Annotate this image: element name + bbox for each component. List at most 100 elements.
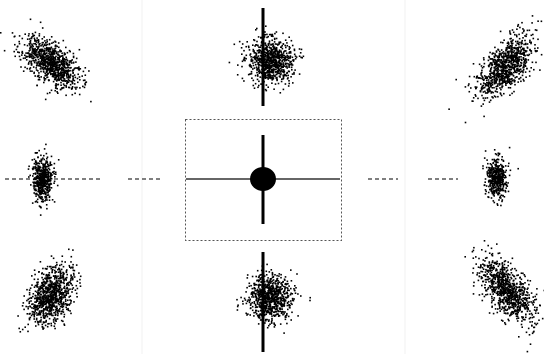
- dot: [57, 92, 59, 94]
- dot: [48, 289, 50, 291]
- dot: [280, 64, 282, 66]
- dot: [483, 99, 486, 102]
- dot: [71, 86, 74, 88]
- dot: [499, 69, 501, 72]
- dot: [32, 295, 34, 298]
- dot: [49, 71, 51, 73]
- dot: [259, 58, 261, 61]
- dot: [512, 64, 515, 66]
- dot: [49, 64, 51, 66]
- dot: [66, 273, 68, 276]
- dot: [493, 195, 495, 197]
- dot: [260, 44, 262, 47]
- dot: [264, 73, 267, 76]
- dot: [71, 284, 74, 287]
- dot: [279, 300, 282, 302]
- dot: [48, 288, 51, 291]
- dot: [49, 162, 51, 165]
- dot: [61, 276, 63, 279]
- dot: [36, 172, 39, 175]
- dot: [502, 41, 504, 44]
- dot: [68, 49, 71, 52]
- dot: [82, 79, 85, 82]
- dot: [284, 39, 287, 41]
- dot: [265, 61, 267, 64]
- dot: [52, 305, 55, 308]
- dot: [266, 61, 269, 64]
- dot: [272, 77, 275, 80]
- dot: [271, 34, 273, 36]
- dot: [38, 52, 41, 54]
- dot: [44, 40, 46, 42]
- dot: [500, 88, 502, 91]
- dot: [500, 78, 503, 80]
- dot: [42, 291, 45, 293]
- dot: [40, 162, 43, 164]
- point-cloud: [228, 25, 305, 94]
- dot: [281, 59, 284, 62]
- dot: [487, 169, 490, 172]
- dot: [496, 72, 499, 74]
- dot: [264, 65, 267, 68]
- dot: [29, 47, 31, 50]
- dot: [493, 192, 495, 195]
- dot: [262, 54, 265, 56]
- dot: [517, 68, 519, 71]
- dot: [261, 281, 264, 284]
- dot: [52, 302, 55, 305]
- dot: [69, 50, 71, 53]
- dot: [52, 275, 55, 277]
- dot: [262, 71, 264, 74]
- dot: [32, 45, 34, 48]
- dot: [489, 184, 491, 186]
- dot: [33, 313, 36, 315]
- dot: [490, 190, 493, 192]
- dot: [274, 64, 276, 66]
- dot: [499, 186, 502, 188]
- dot: [518, 65, 521, 68]
- dot: [59, 291, 62, 294]
- dot: [255, 275, 257, 278]
- dot: [44, 56, 46, 59]
- dot: [272, 35, 274, 38]
- dot: [259, 274, 261, 276]
- dot: [36, 167, 38, 169]
- dot: [278, 65, 281, 68]
- dot: [516, 76, 518, 78]
- dot: [496, 78, 498, 81]
- dot: [508, 75, 511, 77]
- dot: [44, 163, 46, 166]
- dot: [53, 63, 56, 66]
- dot: [262, 84, 264, 86]
- dot: [58, 79, 60, 82]
- dot: [78, 93, 81, 96]
- dot: [40, 321, 42, 323]
- dot: [263, 51, 265, 53]
- dot: [493, 201, 496, 204]
- dot: [53, 52, 55, 55]
- dot: [499, 79, 501, 82]
- dot: [42, 283, 45, 286]
- dot: [484, 193, 487, 195]
- dot: [276, 307, 278, 309]
- dot: [490, 197, 493, 199]
- dot: [47, 177, 50, 179]
- dot: [67, 292, 70, 295]
- dot: [498, 50, 501, 53]
- dot: [31, 70, 33, 72]
- dot: [54, 89, 56, 92]
- dot: [519, 71, 522, 73]
- dot: [508, 162, 510, 165]
- dot: [250, 58, 253, 60]
- dot: [50, 187, 53, 189]
- dot: [523, 54, 525, 57]
- dot: [256, 49, 259, 52]
- dot: [35, 200, 38, 202]
- dot: [486, 159, 488, 161]
- dot: [39, 186, 42, 188]
- dot: [499, 196, 501, 199]
- dot: [260, 314, 262, 317]
- dot: [270, 71, 272, 73]
- dot: [33, 187, 35, 189]
- dot: [66, 82, 68, 85]
